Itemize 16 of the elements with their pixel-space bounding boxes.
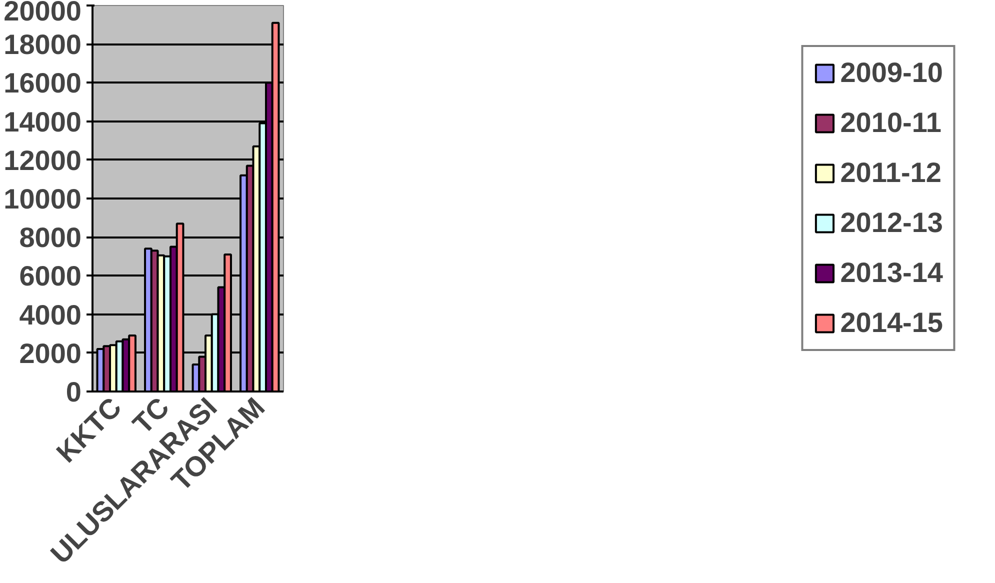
y-tick-label: 14000: [4, 106, 82, 138]
y-tick-label: 6000: [19, 260, 82, 292]
y-tick-label: 20000: [4, 0, 82, 26]
legend-label: 2009-10: [840, 57, 943, 89]
y-tick-label: 10000: [4, 184, 82, 214]
legend-label: 2012-13: [840, 207, 943, 239]
legend-label: 2011-12: [840, 157, 942, 189]
y-tick-label: 8000: [19, 222, 82, 254]
y-tick-label: 12000: [4, 144, 82, 176]
y-tick-label: 18000: [4, 29, 82, 60]
y-tick-label: 16000: [4, 68, 82, 99]
legend-label: 2014-15: [840, 307, 943, 339]
legend-label: 2010-11: [840, 107, 942, 139]
legend-label: 2013-14: [840, 257, 943, 289]
y-tick-label: 2000: [19, 338, 82, 369]
y-tick-label: 4000: [19, 299, 82, 330]
